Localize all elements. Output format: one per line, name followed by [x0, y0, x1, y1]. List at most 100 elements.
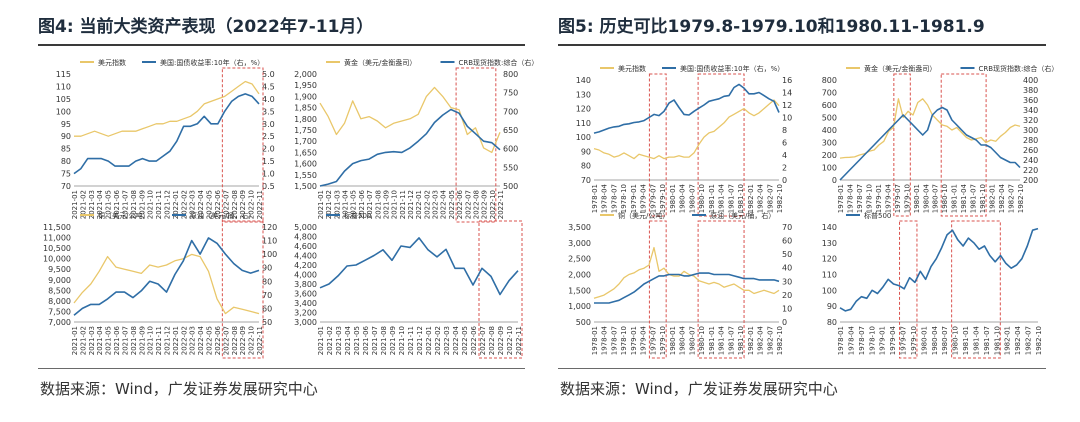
x-tick-label: 1980-10 [698, 326, 706, 355]
figure-4-source: 数据来源：Wind，广发证券发展研究中心 [40, 380, 318, 398]
x-tick-label: 1978-10 [620, 326, 628, 355]
highlight-period-box [221, 67, 264, 223]
legend-label: CRB现货指数:综合（右） [979, 64, 1059, 73]
left-y-tick-label: 120 [822, 255, 837, 264]
series-line-fig5-sp500-0 [839, 227, 1039, 312]
left-y-tick-label: 1,950 [294, 81, 317, 90]
legend-fig5-gold-crb-0: 黄金（美元/金衡盎司） [846, 64, 936, 73]
legend-label: 美国:国债收益率:10年（右，%） [160, 58, 264, 67]
right-y-tick-label: 80 [262, 277, 272, 286]
right-y-tick-label: 360 [1023, 96, 1038, 105]
highlight-period-box [221, 220, 264, 359]
right-y-tick-label: 700 [503, 107, 518, 116]
right-y-tick-label: 16 [782, 76, 792, 85]
x-tick-label: 2022-09 [497, 326, 505, 355]
left-y-tick-label: 300 [822, 139, 837, 148]
x-tick-label: 2022-01 [172, 326, 180, 355]
x-tick-label: 2021-10 [147, 190, 155, 219]
right-y-tick-label: 400 [1023, 76, 1038, 85]
x-tick-label: 2021-05 [105, 326, 113, 355]
left-y-tick-label: 1,800 [294, 115, 317, 124]
right-y-tick-label: 500 [503, 182, 518, 191]
x-tick-label: 2021-12 [164, 326, 172, 355]
left-y-tick-label: 1,650 [294, 148, 317, 157]
right-y-tick-label: 600 [503, 145, 518, 154]
left-y-tick-label: 90 [61, 132, 71, 141]
highlight-period-box [697, 220, 745, 359]
left-y-tick-label: 85 [61, 145, 71, 154]
x-tick-label: 1978-07 [610, 326, 618, 355]
right-y-tick-label: 2 [782, 164, 787, 173]
fig5-gold-crb-svg: 黄金（美元/金衡盎司） CRB现货指数:综合（右） 0 100 200 300 400 500… [822, 64, 1058, 217]
legend-fig5-usd-treasury-0: 美元指数 [600, 64, 646, 73]
left-y-tick-label: 1,500 [294, 182, 317, 191]
x-tick-label: 2021-12 [416, 326, 424, 355]
x-tick-label: 2021-10 [391, 190, 399, 219]
fig4-copper-oil-svg: 铜（美元/公吨） 原油（美元/桶，右）7,0007,5008,0008,5009,… [43, 211, 277, 359]
left-y-tick-label: 90 [581, 147, 591, 156]
x-tick-label: 1978-10 [620, 184, 628, 213]
x-tick-label: 1980-01 [920, 326, 928, 355]
x-tick-label: 1980-10 [698, 184, 706, 213]
series-line-fig4-gold-crb-1 [319, 108, 501, 187]
left-y-tick-label: 105 [56, 95, 71, 104]
series-line-fig4-copper-oil-0 [73, 253, 260, 315]
x-tick-label: 1982-10 [776, 184, 784, 213]
x-tick-label: 2021-03 [333, 190, 341, 219]
x-tick-label: 2021-06 [113, 189, 121, 219]
x-tick-label: 2022-06 [470, 325, 478, 355]
right-y-tick-label: 70 [262, 291, 272, 300]
chart-sp500-2021-2022: 标普500 3,000 3,200 3,400 3,600 3,800 4,000 4,200… [286, 205, 526, 360]
right-y-tick-label: 40 [782, 264, 792, 273]
x-tick-label: 2022-07 [464, 190, 472, 219]
x-tick-label: 2021-10 [398, 326, 406, 355]
figure-4-bottom-rule [38, 368, 525, 369]
x-tick-label: 2022-08 [231, 190, 239, 219]
x-tick-label: 2022-10 [506, 326, 514, 355]
x-tick-label: 1978-07 [856, 184, 864, 213]
x-tick-label: 2021-09 [382, 190, 390, 219]
x-tick-label: 1982-04 [757, 183, 765, 213]
x-tick-label: 2021-08 [380, 326, 388, 355]
left-y-tick-label: 140 [822, 223, 837, 232]
right-y-tick-label: 240 [1023, 156, 1038, 165]
x-tick-label: 1980-07 [688, 326, 696, 355]
x-tick-label: 2022-05 [206, 326, 214, 355]
x-tick-label: 2021-09 [138, 326, 146, 355]
x-tick-label: 1981-07 [983, 326, 991, 355]
right-y-tick-label: 320 [1023, 116, 1038, 125]
series-line-fig4-usd-treasury-1 [73, 93, 260, 175]
x-tick-label: 1982-04 [757, 325, 765, 355]
x-tick-label: 2022-04 [452, 325, 460, 355]
x-tick-label: 2022-06 [214, 325, 222, 355]
left-y-tick-label: 3,500 [568, 223, 591, 232]
right-y-tick-label: 4.0 [262, 95, 275, 104]
right-y-tick-label: 120 [262, 223, 277, 232]
x-tick-label: 1980-07 [941, 326, 949, 355]
legend-label: 标普500 [864, 211, 891, 220]
chart-gold-crb-2021-2022: 黄金（美元/金衡盎司） CRB现货指数:综合（右） 1,500 1,550 1,600 1… [286, 52, 538, 224]
x-tick-label: 2022-06 [214, 189, 222, 219]
right-y-tick-label: 12 [782, 101, 792, 110]
right-y-tick-label: 60 [262, 304, 272, 313]
left-y-tick-label: 10,000 [43, 255, 71, 264]
x-tick-label: 2021-04 [344, 325, 352, 355]
left-y-tick-label: 4,400 [294, 252, 317, 261]
x-tick-label: 2021-07 [371, 326, 379, 355]
x-tick-label: 2022-04 [197, 189, 205, 219]
left-y-tick-label: 1,750 [294, 126, 317, 135]
left-y-tick-label: 11,500 [43, 223, 71, 232]
left-y-tick-label: 8,000 [48, 297, 71, 306]
x-tick-label: 1981-04 [718, 325, 726, 355]
x-tick-label: 2022-01 [172, 190, 180, 219]
right-y-tick-label: 3.0 [262, 120, 275, 129]
left-y-tick-label: 3,000 [568, 239, 591, 248]
right-y-tick-label: 20 [782, 291, 792, 300]
x-tick-label: 1980-10 [941, 184, 949, 213]
right-y-tick-label: 220 [1023, 166, 1038, 175]
left-y-tick-label: 110 [576, 119, 591, 128]
left-y-tick-label: 1,850 [294, 104, 317, 113]
left-y-tick-label: 2,000 [568, 271, 591, 280]
x-tick-label: 1980-04 [922, 183, 930, 213]
x-tick-label: 1979-04 [640, 183, 648, 213]
